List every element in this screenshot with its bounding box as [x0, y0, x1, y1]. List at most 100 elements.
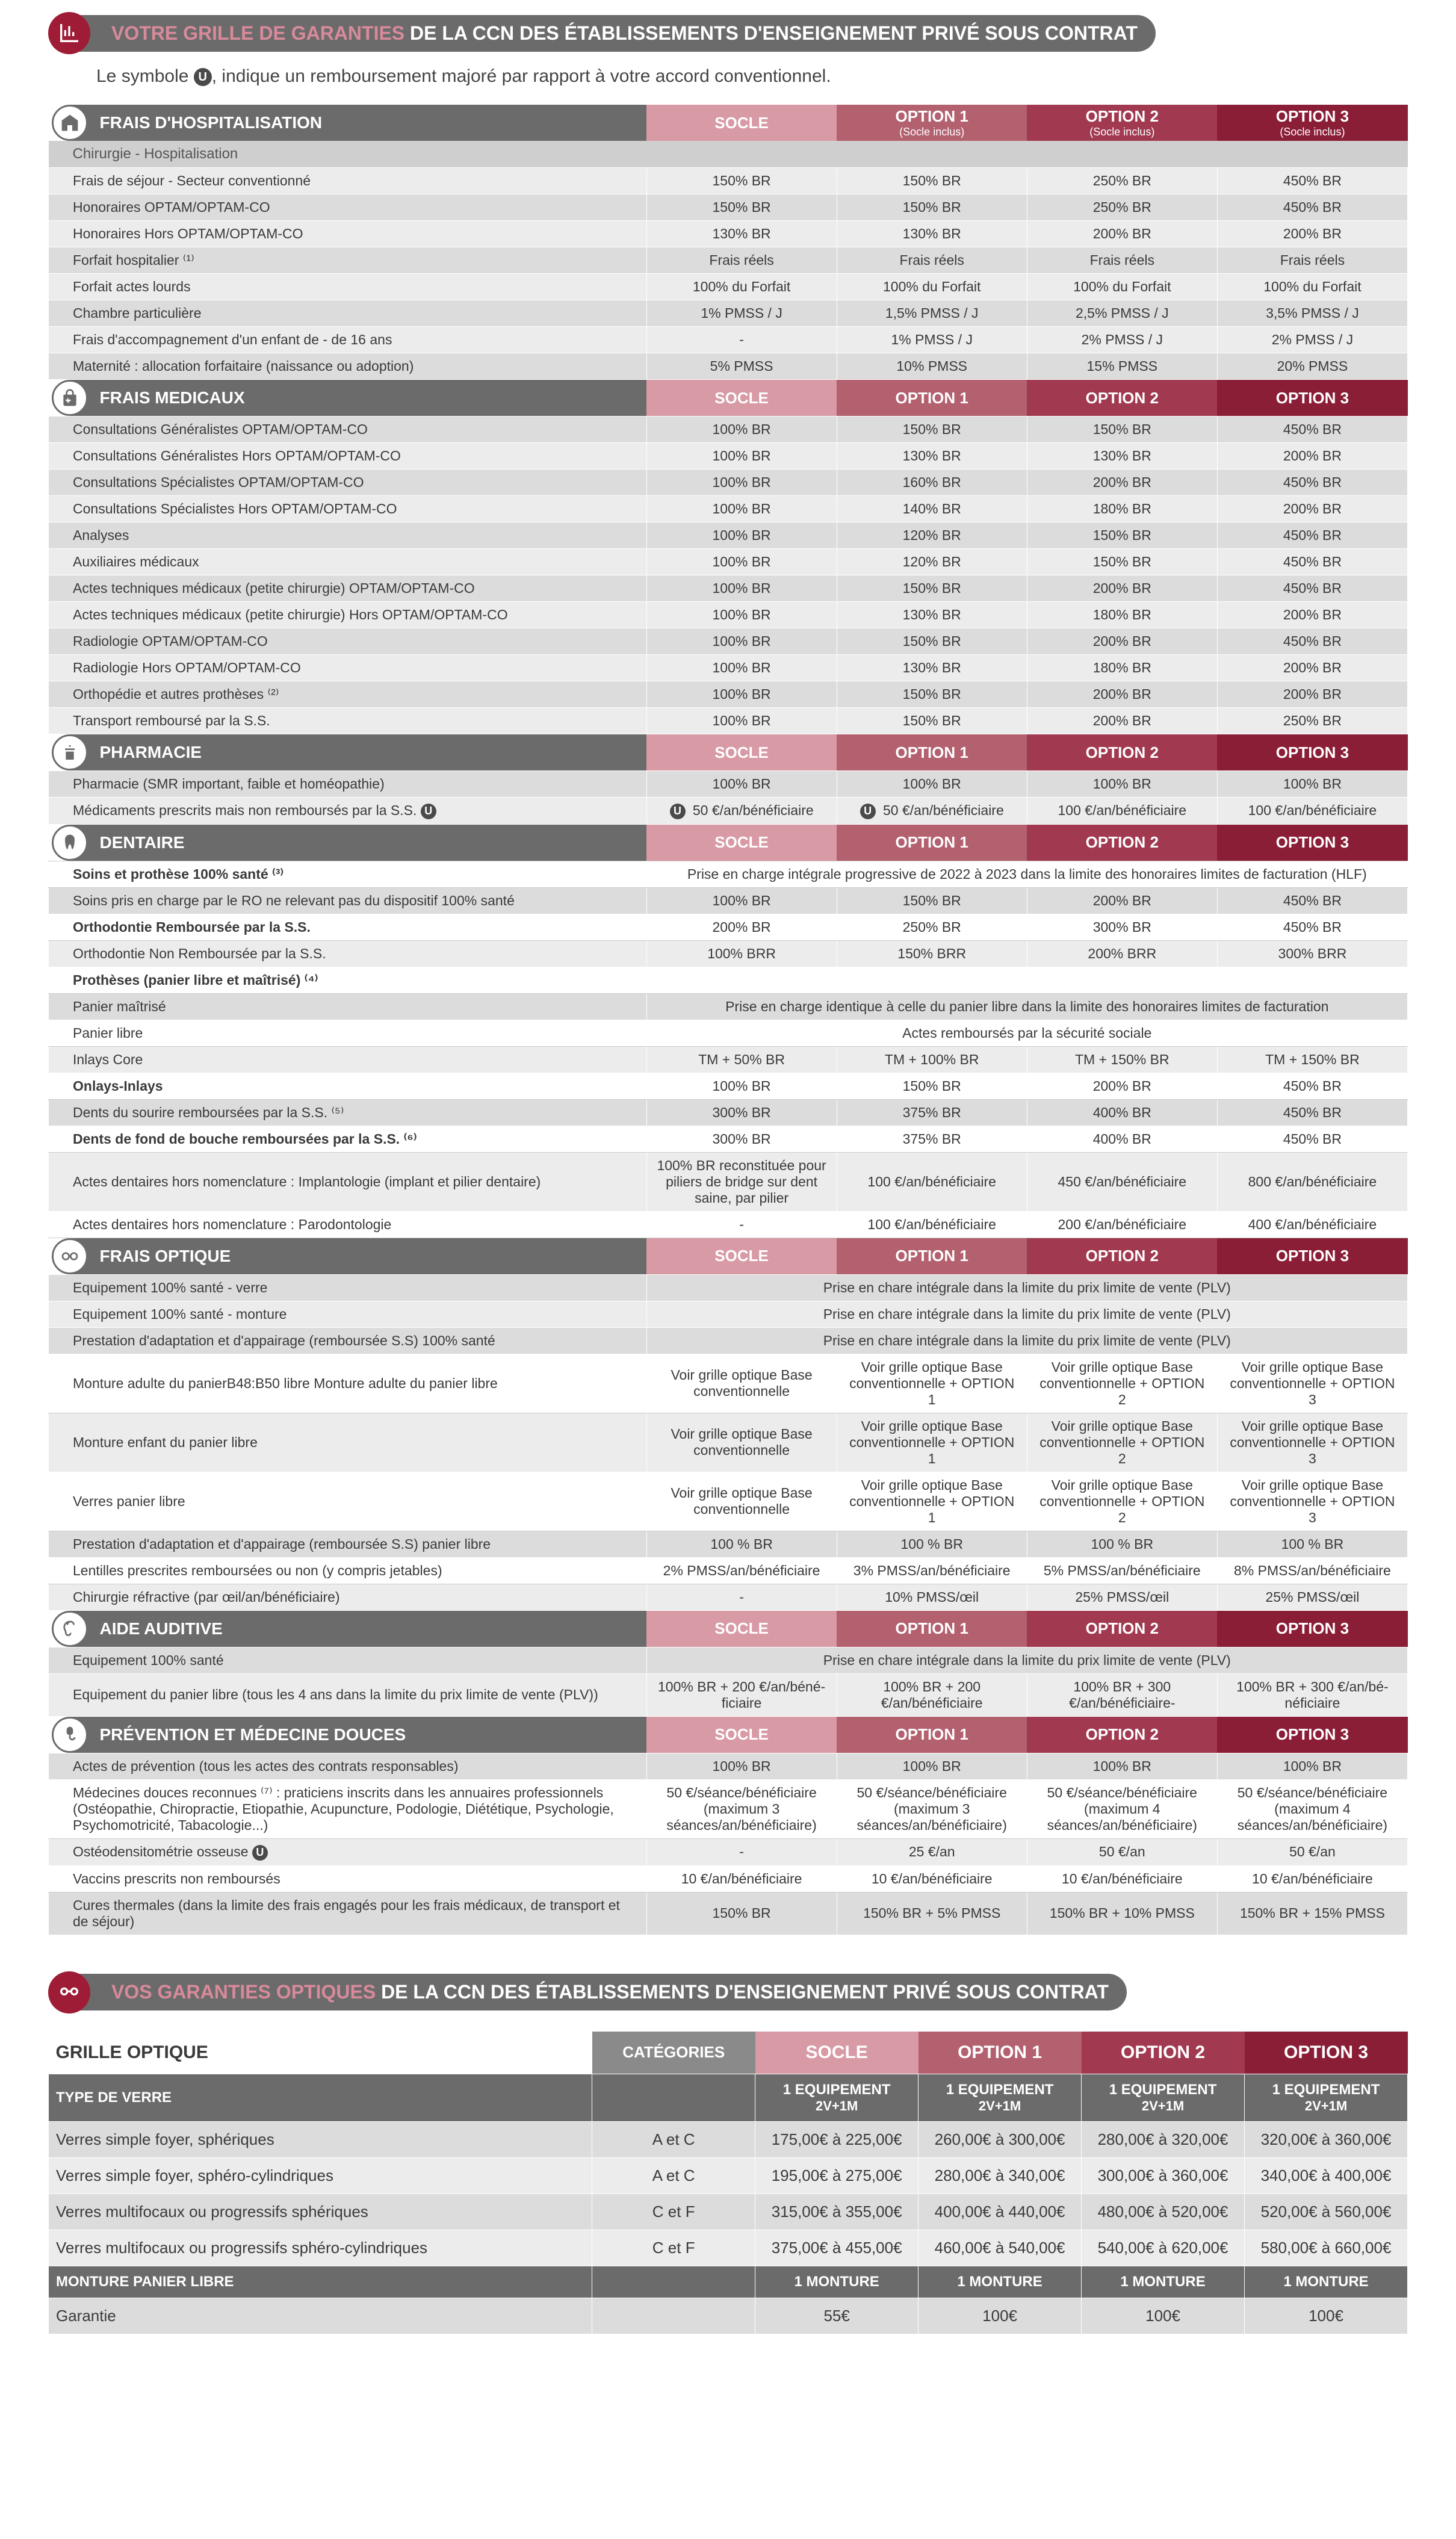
- row-value: 160% BR: [837, 470, 1027, 496]
- row-value: 200% BR: [1217, 681, 1407, 708]
- section-prev: PRÉVENTION ET MÉDECINE DOUCES SOCLE OPTI…: [49, 1716, 1408, 1753]
- hdr-socle: SOCLE: [646, 1610, 837, 1647]
- row-label: Pharmacie (SMR important, faible et homé…: [49, 771, 647, 798]
- row-value: 15% PMSS: [1027, 353, 1217, 380]
- hdr-socle: SOCLE: [646, 734, 837, 771]
- row-value: 150% BR: [646, 168, 837, 194]
- row-value: 450% BR: [1217, 549, 1407, 575]
- row-value: TM + 150% BR: [1217, 1046, 1407, 1073]
- table-row: Dents de fond de bouche remboursées par …: [49, 1126, 1408, 1152]
- row-value: 130% BR: [837, 655, 1027, 681]
- table-row: Soins et prothèse 100% santé ⁽³⁾ Prise e…: [49, 861, 1408, 887]
- row-value: 250% BR: [1027, 168, 1217, 194]
- row-value: 100% BR: [646, 602, 837, 628]
- table-row: Ostéodensitométrie osseuse U -25 €/an50 …: [49, 1838, 1408, 1865]
- row-label: Radiologie OPTAM/OPTAM-CO: [49, 628, 647, 655]
- section-aud: AIDE AUDITIVE SOCLE OPTION 1 OPTION 2 OP…: [49, 1610, 1408, 1647]
- row-value: 450% BR: [1217, 1099, 1407, 1126]
- row-value: 200% BR: [1217, 496, 1407, 522]
- table-row: Maternité : allocation forfaitaire (nais…: [49, 353, 1408, 380]
- row-value: 100% BR: [646, 655, 837, 681]
- row-value: TM + 150% BR: [1027, 1046, 1217, 1073]
- row-value: 100% BR: [1027, 1753, 1217, 1779]
- row-label: Actes de prévention (tous les actes des …: [49, 1753, 647, 1779]
- subheading: Chirurgie - Hospitalisation: [49, 141, 1408, 168]
- table-row: Monture adulte du panierB48:B50 libre Mo…: [49, 1354, 1408, 1413]
- row-label: Prothèses (panier libre et maîtrisé) ⁽⁴⁾: [49, 967, 647, 993]
- hdr-o3: OPTION 3: [1217, 1716, 1407, 1753]
- row-value: 10 €/an/bénéficiaire: [837, 1865, 1027, 1892]
- table-row: Analyses 100% BR120% BR150% BR450% BR: [49, 522, 1408, 549]
- row-label: Equipement 100% santé - monture: [49, 1301, 647, 1327]
- row-label: Actes techniques médicaux (petite chirur…: [49, 602, 647, 628]
- opt-head1: GRILLE OPTIQUE CATÉGORIES SOCLE OPTION 1…: [49, 2032, 1408, 2074]
- table-row: Forfait actes lourds 100% du Forfait100%…: [49, 274, 1408, 300]
- opt-row-value: 300,00€ à 360,00€: [1082, 2157, 1245, 2193]
- row-value: 8% PMSS/an/bénéficiaire: [1217, 1557, 1407, 1584]
- row-label: Soins pris en charge par le RO ne releva…: [49, 887, 647, 914]
- hdr-o3: OPTION 3(Socle inclus): [1217, 105, 1407, 141]
- table-row: Orthodontie Remboursée par la S.S. 200% …: [49, 914, 1408, 940]
- opt-socle: SOCLE: [755, 2032, 919, 2074]
- row-value: 200% BR: [1027, 470, 1217, 496]
- row-value: U 50 €/an/bénéficiaire: [837, 798, 1027, 825]
- prev-icon: [52, 1717, 88, 1753]
- row-value: 140% BR: [837, 496, 1027, 522]
- row-value: 200% BR: [1027, 1073, 1217, 1099]
- row-label: Equipement 100% santé - verre: [49, 1274, 647, 1301]
- opt-row-cat: C et F: [592, 2193, 755, 2230]
- row-value: 300% BR: [646, 1126, 837, 1152]
- row-value: 100% BR: [646, 443, 837, 470]
- subtitle: Le symbole U, indique un remboursement m…: [96, 66, 1408, 87]
- pharm-label: PHARMACIE: [70, 734, 647, 770]
- row-value: -: [646, 1211, 837, 1238]
- hdr-o1: OPTION 1: [837, 734, 1027, 771]
- row-value: -: [646, 327, 837, 353]
- opt-row-value: 520,00€ à 560,00€: [1245, 2193, 1408, 2230]
- table-row: Orthopédie et autres prothèses ⁽²⁾ 100% …: [49, 681, 1408, 708]
- opt-row-value: 580,00€ à 660,00€: [1245, 2230, 1408, 2266]
- opt-garantie-row: Garantie 55€100€100€100€: [49, 2298, 1408, 2334]
- row-value: 150% BR: [837, 417, 1027, 443]
- opt-row-value: 375,00€ à 455,00€: [755, 2230, 919, 2266]
- chart-icon: [48, 12, 90, 54]
- opt-icon: [52, 1238, 88, 1274]
- table-row: Monture enfant du panier libre Voir gril…: [49, 1413, 1408, 1472]
- row-value: 100% BR: [646, 522, 837, 549]
- row-value: 200% BR: [646, 914, 837, 940]
- table-row: Cures thermales (dans la limite des frai…: [49, 1892, 1408, 1935]
- opt-equip-hdr: 1 EQUIPEMENT2V+1M: [1245, 2074, 1408, 2121]
- hdr-o3: OPTION 3: [1217, 734, 1407, 771]
- row-value: 10% PMSS: [837, 353, 1027, 380]
- opt-o3: OPTION 3: [1245, 2032, 1408, 2074]
- hdr-o2: OPTION 2: [1027, 824, 1217, 861]
- hdr-socle: SOCLE: [646, 824, 837, 861]
- opt-row-value: 280,00€ à 320,00€: [1082, 2121, 1245, 2157]
- row-label: Panier maîtrisé: [49, 993, 647, 1020]
- hdr-o1: OPTION 1: [837, 1610, 1027, 1647]
- row-value: 150% BR: [1027, 549, 1217, 575]
- row-value: 100% BR: [646, 1753, 837, 1779]
- row-value: 150% BR: [837, 575, 1027, 602]
- table-row: Equipement 100% santé - verre Prise en c…: [49, 1274, 1408, 1301]
- row-value: 100% BR + 300 €/an/bénéficiaire-: [1027, 1673, 1217, 1716]
- row-value: 1% PMSS / J: [837, 327, 1027, 353]
- row-value: 130% BR: [1027, 443, 1217, 470]
- row-value: 150% BR: [837, 194, 1027, 221]
- row-label: Maternité : allocation forfaitaire (nais…: [49, 353, 647, 380]
- opt-row-value: 340,00€ à 400,00€: [1245, 2157, 1408, 2193]
- opt-row: Verres simple foyer, sphéro-cylindriques…: [49, 2157, 1408, 2193]
- row-value: 50 €/séance/bénéficiaire (maximum 4 séan…: [1027, 1779, 1217, 1838]
- row-value: 100% du Forfait: [1027, 274, 1217, 300]
- row-value: 180% BR: [1027, 655, 1217, 681]
- row-value: 250% BR: [1027, 194, 1217, 221]
- row-label: Panier libre: [49, 1020, 647, 1046]
- row-span-value: Prise en chare intégrale dans la limite …: [646, 1647, 1407, 1673]
- row-span-value: Actes remboursés par la sécurité sociale: [646, 1020, 1407, 1046]
- row-label: Equipement du panier libre (tous les 4 a…: [49, 1673, 647, 1716]
- hdr-o3: OPTION 3: [1217, 380, 1407, 417]
- row-label: Actes dentaires hors nomenclature : Paro…: [49, 1211, 647, 1238]
- row-value: 150% BR: [837, 681, 1027, 708]
- row-value: 120% BR: [837, 522, 1027, 549]
- row-value: Frais réels: [837, 247, 1027, 274]
